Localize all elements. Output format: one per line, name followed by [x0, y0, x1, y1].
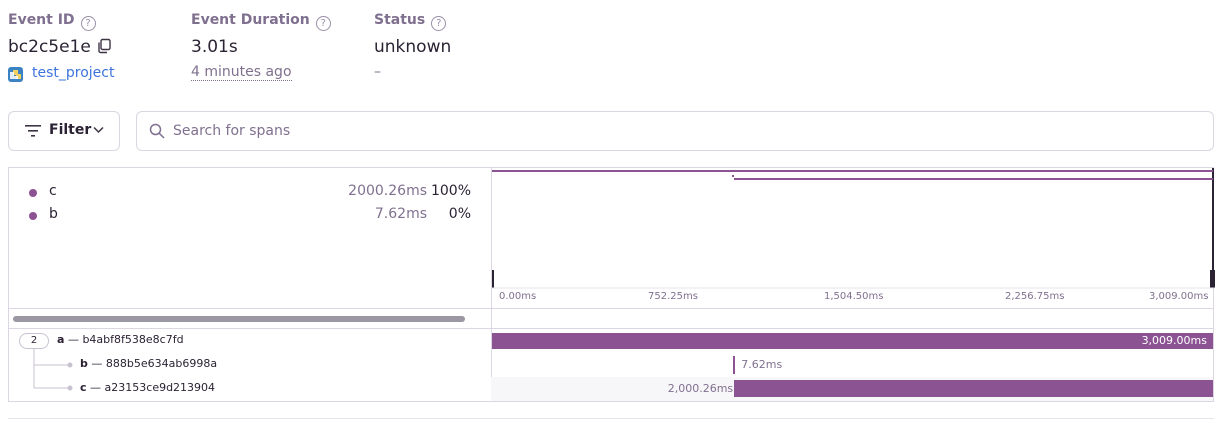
divider: [9, 308, 1213, 309]
divider: [8, 418, 1214, 419]
copy-icon[interactable]: [96, 38, 112, 54]
op-name: c: [49, 183, 57, 199]
search-box[interactable]: [136, 111, 1214, 151]
span-duration-label: 3,009.00ms: [1141, 334, 1207, 347]
op-name: b: [49, 206, 58, 222]
span-description: a — b4abf8f538e8c7fd: [57, 333, 184, 346]
tick-label: 3,009.00ms: [1149, 291, 1209, 302]
filter-label: Filter: [49, 122, 92, 138]
tick-label: 0.00ms: [499, 291, 537, 302]
trace-minimap[interactable]: 0.00ms 752.25ms 1,504.50ms 2,256.75ms 3,…: [488, 168, 1216, 308]
op-duration: 2000.26ms: [348, 183, 427, 199]
op-color-dot: [29, 189, 37, 197]
op-breakdown-row[interactable]: c 2000.26ms 100%: [9, 182, 491, 204]
divider: [491, 168, 492, 401]
span-row[interactable]: b — 888b5e634ab6998a 7.62ms: [9, 353, 1213, 377]
event-time-ago: 4 minutes ago: [191, 64, 292, 81]
op-duration: 7.62ms: [374, 206, 427, 222]
event-id-label: Event ID?: [8, 12, 96, 31]
span-bar[interactable]: [733, 356, 736, 374]
project-link[interactable]: test_project: [32, 65, 115, 81]
span-duration-label: 2,000.26ms: [667, 382, 734, 395]
span-children-count[interactable]: 2: [19, 333, 49, 349]
span-description: c — a23153ce9d213904: [80, 381, 216, 394]
span-description: b — 888b5e634ab6998a: [80, 357, 218, 370]
op-percent: 100%: [430, 183, 471, 199]
event-id-value: bc2c5e1e: [8, 37, 91, 57]
minimap-canvas: [488, 168, 1216, 289]
span-bar[interactable]: [733, 380, 1213, 397]
span-bar[interactable]: [492, 333, 1213, 349]
divider: [9, 328, 1213, 329]
event-duration-label: Event Duration?: [191, 12, 331, 31]
status-label: Status?: [374, 12, 447, 31]
minimap-right-handle[interactable]: [1210, 270, 1216, 288]
tick-label: 752.25ms: [648, 291, 698, 302]
help-icon[interactable]: ?: [80, 16, 96, 31]
span-row[interactable]: 2 a — b4abf8f538e8c7fd 3,009.00ms: [9, 329, 1213, 353]
trace-panel: c 2000.26ms 100% b 7.62ms 0% 0.00ms 752.…: [8, 167, 1216, 402]
tick-label: 1,504.50ms: [824, 291, 884, 302]
search-icon: [149, 123, 165, 139]
status-subtext: –: [374, 64, 381, 80]
project-avatar: [8, 67, 23, 82]
op-percent: 0%: [448, 206, 471, 222]
event-duration-value: 3.01s: [191, 37, 238, 57]
status-value: unknown: [374, 37, 452, 57]
span-duration-label: 7.62ms: [741, 358, 783, 371]
chevron-down-icon: [93, 126, 104, 134]
filter-icon: [25, 125, 41, 137]
op-color-dot: [29, 212, 37, 220]
horizontal-scrollbar[interactable]: [13, 316, 465, 322]
op-breakdown-row[interactable]: b 7.62ms 0%: [9, 205, 491, 227]
span-row[interactable]: c — a23153ce9d213904 2,000.26ms: [9, 377, 1213, 401]
help-icon[interactable]: ?: [315, 16, 331, 31]
tick-label: 2,256.75ms: [1005, 291, 1065, 302]
search-input[interactable]: [173, 120, 1173, 142]
filter-button[interactable]: Filter: [8, 111, 120, 151]
help-icon[interactable]: ?: [431, 16, 447, 31]
